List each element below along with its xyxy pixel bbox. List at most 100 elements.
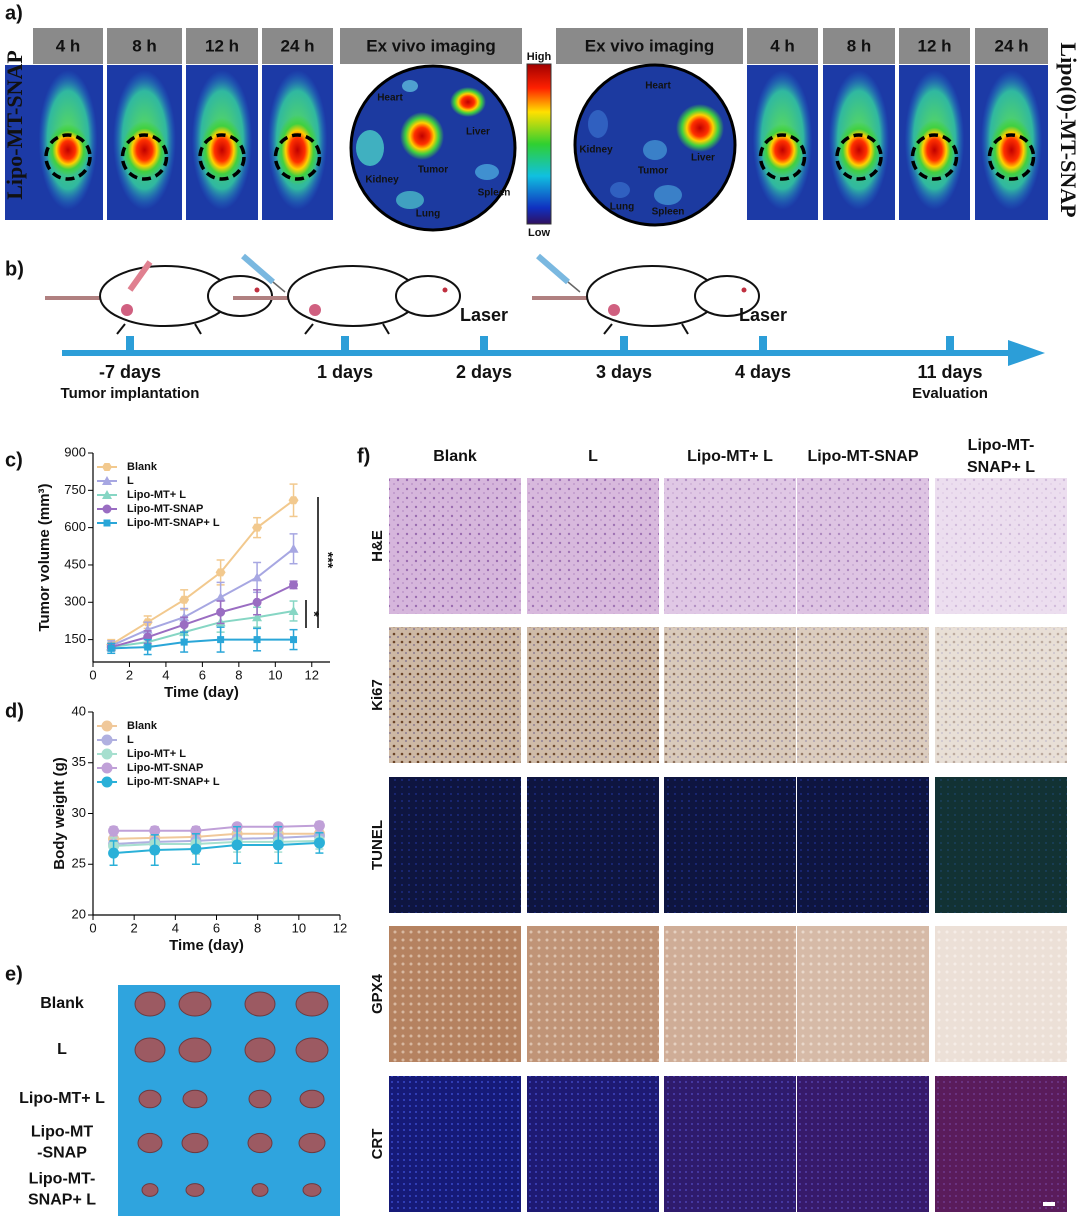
tumor xyxy=(299,1089,325,1109)
micrograph xyxy=(527,777,659,913)
x-tick-label: 2 xyxy=(131,920,138,935)
mouse-eye xyxy=(442,287,448,293)
organ-signal xyxy=(402,80,418,92)
header-label: 12 h xyxy=(205,36,239,55)
tumor-circle xyxy=(987,133,1036,181)
header-label: 4 h xyxy=(56,36,81,55)
image-strip xyxy=(5,65,33,220)
marker xyxy=(288,605,299,615)
marker xyxy=(101,734,113,746)
marker xyxy=(101,776,113,788)
tumor-circle xyxy=(273,133,322,181)
micrograph-tone xyxy=(935,1076,1067,1212)
header-box xyxy=(340,28,522,64)
x-tick-label: 2 xyxy=(126,667,133,682)
marker xyxy=(253,636,261,644)
micrograph xyxy=(797,1076,929,1212)
x-tick-label: 6 xyxy=(213,920,220,935)
timeline-tick xyxy=(759,336,767,352)
header-box xyxy=(33,28,103,64)
micrograph xyxy=(527,926,659,1062)
marker xyxy=(108,847,120,859)
micrograph xyxy=(527,1076,659,1212)
legend-label: Lipo-MT-SNAP+ L xyxy=(127,776,220,788)
syringe-needle xyxy=(272,281,286,293)
micrograph xyxy=(664,1076,796,1212)
marker xyxy=(102,490,112,499)
header-box xyxy=(262,28,333,64)
timeline-note: Tumor implantation xyxy=(61,385,200,402)
marker xyxy=(252,597,262,607)
tumor xyxy=(181,1132,209,1154)
header-box xyxy=(186,28,258,64)
organ-label: Liver xyxy=(466,127,490,138)
mouse-tumor xyxy=(309,304,321,316)
legend-label: L xyxy=(127,475,134,487)
panel-label: c) xyxy=(5,449,23,471)
micrograph xyxy=(797,926,929,1062)
marker xyxy=(217,636,225,644)
organ-label: Heart xyxy=(377,93,403,104)
marker xyxy=(144,643,152,651)
row-label: Lipo-MT+ L xyxy=(19,1090,105,1107)
row-label: SNAP+ L xyxy=(28,1192,96,1209)
micrograph-tone xyxy=(935,627,1067,763)
mouse-head xyxy=(694,275,760,317)
signal xyxy=(837,122,881,178)
micrograph xyxy=(389,777,521,913)
timeline-tick xyxy=(620,336,628,352)
column-label: Blank xyxy=(433,448,477,465)
series-line xyxy=(113,824,320,832)
legend-label: L xyxy=(127,734,134,746)
timeline-tick xyxy=(341,336,349,352)
tumor xyxy=(141,1183,159,1197)
tumor xyxy=(182,1089,208,1109)
tumor xyxy=(302,1183,322,1197)
x-tick-label: 12 xyxy=(305,667,319,682)
marker xyxy=(313,820,325,832)
signal xyxy=(913,120,956,180)
y-tick-label: 450 xyxy=(64,556,86,571)
row-label: CRT xyxy=(369,1129,386,1160)
tumor-circle xyxy=(910,133,959,181)
signal xyxy=(276,115,319,185)
tumor xyxy=(178,1037,212,1063)
marker xyxy=(102,504,112,514)
timeline-day: -7 days xyxy=(99,362,161,382)
marker xyxy=(272,839,284,851)
mouse-leg xyxy=(194,323,202,335)
marker xyxy=(288,496,299,505)
micrograph-tone xyxy=(797,1076,929,1212)
scale-label: High xyxy=(527,51,552,63)
header-label: 8 h xyxy=(847,36,872,55)
y-tick-label: 40 xyxy=(72,703,86,718)
series-line xyxy=(110,548,295,647)
tumor xyxy=(251,1183,269,1197)
column-label: Lipo-MT-SNAP xyxy=(807,448,918,465)
marker xyxy=(252,612,263,622)
timeline-day: 1 days xyxy=(317,362,373,382)
micrograph-tone xyxy=(664,478,796,614)
mouse-head xyxy=(395,275,461,317)
row-label: GPX4 xyxy=(369,973,386,1014)
timeline-tick xyxy=(480,336,488,352)
micrograph xyxy=(389,926,521,1062)
micrograph xyxy=(389,478,521,614)
tumor xyxy=(134,1037,166,1063)
micrograph xyxy=(527,478,659,614)
micrograph-tone xyxy=(797,627,929,763)
organ-label: Spleen xyxy=(652,207,685,218)
micrograph xyxy=(664,478,796,614)
tumor xyxy=(248,1089,272,1109)
header-label: 24 h xyxy=(280,36,314,55)
row-label: H&E xyxy=(369,530,386,562)
syringe-needle xyxy=(567,281,581,293)
marker xyxy=(288,543,299,553)
organ-signal xyxy=(654,185,682,205)
legend-label: Lipo-MT+ L xyxy=(127,748,186,760)
marker xyxy=(101,720,113,732)
organ-signal xyxy=(588,110,608,138)
significance-label: *** xyxy=(320,552,336,569)
y-tick-label: 750 xyxy=(64,482,86,497)
tumor xyxy=(295,1037,329,1063)
